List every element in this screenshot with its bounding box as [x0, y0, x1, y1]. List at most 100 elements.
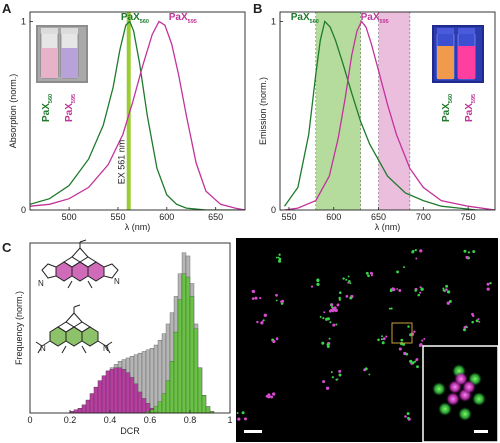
spot [347, 275, 350, 278]
spot [275, 299, 278, 302]
series-label-0: PaX560 [291, 12, 319, 25]
spot [370, 272, 374, 275]
absorption-plot: 500 550 600 650 0 1 λ (nm) Absorption (norm.) EX… [8, 11, 246, 232]
spot [462, 328, 467, 332]
series-label-1-name: PaX [169, 12, 188, 23]
spot [334, 308, 338, 313]
bar-green [177, 299, 183, 414]
spot [251, 289, 254, 293]
bar-magenta [97, 380, 103, 414]
spot [260, 321, 264, 325]
emission-vial-photo [432, 25, 484, 83]
panel-letter-b: B [253, 1, 262, 16]
bar-green [189, 296, 195, 414]
plot-frame [29, 242, 231, 414]
bar-magenta [101, 375, 107, 414]
bar-magenta [141, 398, 147, 414]
spot [382, 337, 386, 341]
series-label-0-name: PaX [121, 12, 140, 23]
spot [322, 380, 326, 384]
vial-label-1: PaX595 [64, 94, 77, 122]
spot [446, 290, 451, 294]
spot [272, 339, 276, 344]
spot [330, 371, 333, 374]
bar-total [149, 348, 155, 414]
spot [278, 253, 281, 256]
x-axis-label: DCR [120, 426, 140, 436]
series-label-0-subscript: 560 [140, 19, 149, 25]
spot [256, 320, 259, 324]
series-label-0-name: PaX [291, 12, 310, 23]
bar-green [185, 276, 191, 414]
spot [446, 301, 450, 305]
spot [475, 319, 479, 323]
spot [392, 287, 396, 292]
series-line-0 [283, 20, 495, 210]
spot [328, 337, 331, 340]
panel-a-absorption: A 500 550 600 650 0 1 λ (nm) Absorption (norm.)… [2, 1, 246, 232]
spot [336, 303, 340, 307]
vial-label-0-subscript: 560 [48, 94, 54, 103]
spot [241, 411, 245, 415]
y-tick-label: 0 [21, 205, 26, 215]
spot [419, 286, 422, 289]
spot [442, 287, 445, 290]
spot [413, 330, 416, 333]
spot [411, 361, 415, 365]
inset-spot [432, 382, 446, 396]
detection-band-1 [378, 12, 410, 210]
spot [486, 287, 490, 291]
spot [402, 342, 406, 346]
panel-letter-c: C [2, 240, 12, 255]
bar-green [149, 409, 155, 414]
spot [486, 282, 490, 286]
series-line-1 [284, 20, 495, 210]
spot [338, 373, 342, 377]
inset-spot [446, 392, 460, 406]
spot [323, 311, 326, 314]
spot [339, 291, 342, 294]
x-tick-label: 1 [227, 415, 232, 425]
spot [262, 319, 265, 322]
spot [396, 288, 399, 290]
bar-magenta [125, 372, 131, 414]
spot [364, 367, 368, 371]
spot [420, 287, 424, 291]
absorption-vial-labels: PaX 560 PaX595 [41, 94, 77, 122]
svg-text:N: N [103, 344, 109, 353]
x-tick-label: 500 [62, 212, 77, 222]
bar-green [193, 328, 199, 414]
spot [466, 326, 468, 329]
bar-magenta [85, 399, 91, 414]
dcr-histogram: 0 0.2 0.4 0.6 0.8 1 DCR Frequency (norm.) [14, 242, 233, 436]
x-tick-label: 0.2 [64, 415, 77, 425]
panel-d-microscopy: D [236, 238, 499, 443]
spot [448, 300, 452, 303]
spot [380, 338, 383, 341]
spot [396, 270, 400, 274]
spot [338, 298, 341, 301]
inset-spot [438, 402, 452, 416]
y-tick-label: 0 [271, 205, 276, 215]
spot [335, 378, 338, 381]
bar-magenta [89, 393, 95, 414]
spot [310, 285, 314, 288]
excitation-annotation: EX 561 nm [117, 140, 127, 185]
bar-magenta [109, 369, 115, 414]
spot [414, 360, 417, 363]
spot [326, 343, 330, 346]
bar-green [205, 406, 211, 414]
detection-band-0 [315, 12, 361, 210]
spot [423, 337, 426, 340]
spot [419, 249, 423, 253]
spot [280, 302, 284, 305]
series-label-1-name: PaX [361, 12, 380, 23]
spot [419, 343, 423, 347]
spot [338, 296, 341, 300]
x-axis-label: λ (nm) [375, 222, 401, 232]
spot [270, 395, 274, 399]
bar-total [153, 344, 159, 414]
vial-label-1-name: PaX [64, 103, 75, 122]
bar-magenta [113, 367, 119, 414]
